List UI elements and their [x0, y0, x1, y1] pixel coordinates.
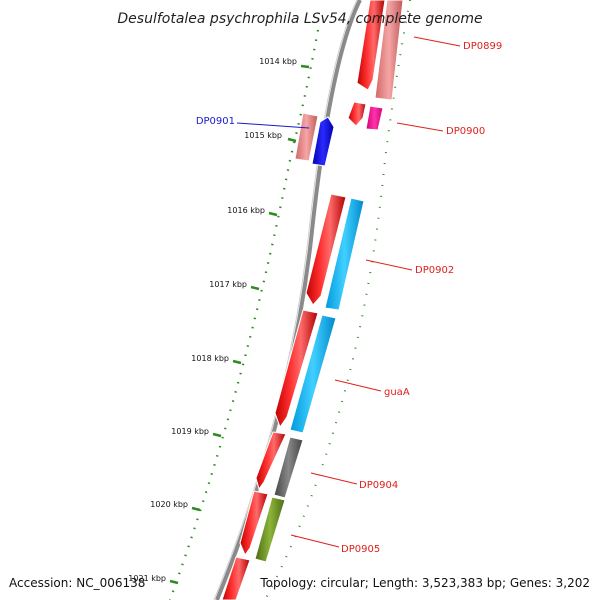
orf-track[interactable]	[374, 0, 404, 101]
cds-arrow[interactable]	[239, 490, 269, 557]
gene-label-dp0905[interactable]: DP0905	[341, 544, 380, 555]
cds-arrow[interactable]	[311, 116, 335, 167]
gene-label-guaA[interactable]: guaA	[384, 387, 410, 398]
tick-label: 1020 kbp	[150, 500, 188, 509]
label-leader-lines	[236, 36, 461, 548]
tick-label: 1019 kbp	[171, 427, 209, 436]
leader-line	[236, 122, 310, 129]
tick-label: 1018 kbp	[191, 354, 229, 363]
tick-mark	[169, 579, 179, 585]
gene-label-dp0899[interactable]: DP0899	[463, 41, 502, 52]
orf-track[interactable]	[294, 112, 319, 162]
orf-track[interactable]	[254, 496, 286, 563]
gene-label-dp0904[interactable]: DP0904	[359, 480, 398, 491]
cds-arrow[interactable]	[221, 556, 251, 600]
cds-arrow[interactable]	[274, 309, 319, 429]
leader-line	[396, 122, 444, 132]
ruler-ticks	[169, 64, 310, 585]
tick-mark	[232, 359, 242, 365]
genome-backbone-highlight	[213, 0, 358, 600]
gene-dp0902[interactable]	[305, 193, 365, 311]
gene-label-dp0900[interactable]: DP0900	[446, 126, 485, 137]
gene-dp0904[interactable]	[255, 431, 304, 499]
gene-labels: DP0899 DP0900 DP0901 DP0902 guaA DP0904 …	[196, 41, 502, 555]
map-title: Desulfotalea psychrophila LSv54, complet…	[117, 11, 482, 27]
leader-line	[290, 534, 340, 548]
tick-mark	[250, 285, 260, 291]
tick-label: 1017 kbp	[209, 280, 247, 289]
gene-dp0899[interactable]	[356, 0, 404, 101]
tick-label: 1014 kbp	[259, 57, 297, 66]
gene-dp0905[interactable]	[239, 490, 286, 563]
cds-arrow[interactable]	[255, 431, 287, 491]
tick-mark	[300, 64, 310, 69]
leader-line	[334, 379, 382, 392]
cds-arrow[interactable]	[347, 101, 367, 127]
genome-summary-text: Topology: circular; Length: 3,523,383 bp…	[259, 576, 590, 590]
gene-label-dp0902[interactable]: DP0902	[415, 265, 454, 276]
ruler-dotted-arc	[168, 29, 320, 600]
orf-track[interactable]	[273, 436, 304, 499]
tick-label: 1015 kbp	[244, 131, 282, 140]
orf-track[interactable]	[365, 105, 384, 131]
gene-guaA[interactable]	[274, 309, 337, 434]
ruler-tick-labels: 1014 kbp 1015 kbp 1016 kbp 1017 kbp 1018…	[128, 57, 297, 583]
orf-track[interactable]	[289, 314, 337, 434]
gene-dp0900[interactable]	[347, 101, 384, 131]
leader-line	[310, 472, 358, 485]
accession-text: Accession: NC_006138	[9, 576, 145, 590]
gene-label-dp0901[interactable]: DP0901	[196, 116, 235, 127]
tick-mark	[287, 137, 297, 143]
orf-track[interactable]	[324, 197, 365, 311]
gene-dp0901[interactable]	[294, 112, 335, 167]
tick-label: 1016 kbp	[227, 206, 265, 215]
tick-mark	[191, 506, 201, 512]
leader-line	[413, 36, 461, 47]
gene-partial-bottom[interactable]	[221, 556, 251, 600]
tick-mark	[268, 211, 278, 217]
tick-label: 1021 kbp	[128, 574, 166, 583]
cds-arrow[interactable]	[356, 0, 386, 91]
leader-line	[365, 259, 413, 271]
tick-mark	[212, 432, 222, 438]
cds-arrow[interactable]	[305, 193, 347, 306]
